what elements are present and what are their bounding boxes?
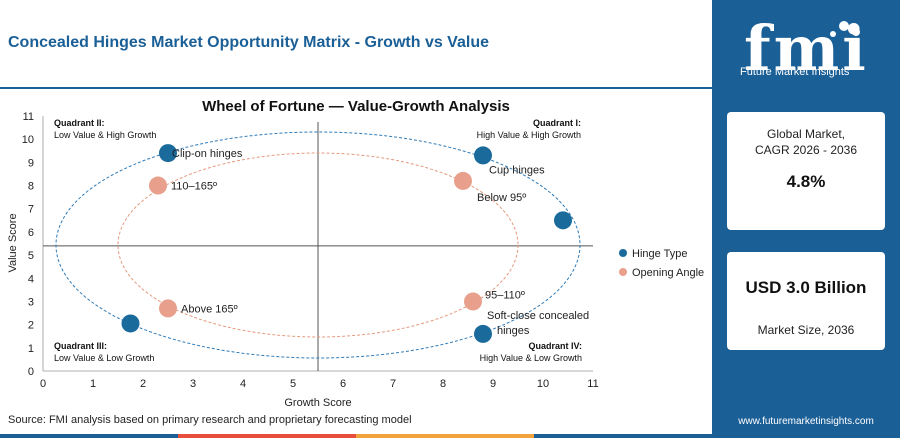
cagr-value: 4.8%: [786, 172, 826, 191]
market-size-card: USD 3.0 Billion Market Size, 2036: [727, 252, 885, 350]
fmi-logo: fmi: [744, 12, 866, 84]
x-tick-label: 8: [440, 378, 446, 390]
y-tick-label: 5: [28, 250, 34, 262]
cagr-card: Global Market, CAGR 2026 - 2036 4.8%: [727, 112, 885, 230]
x-tick-label: 10: [537, 378, 549, 390]
x-tick-label: 3: [190, 378, 196, 390]
hinge-type-point: [121, 314, 140, 333]
quadrant-2-desc: Low Value & High Growth: [54, 130, 156, 140]
hinge-type-point: [159, 144, 177, 163]
quadrant-1-desc: High Value & High Growth: [477, 130, 581, 140]
x-tick-label: 5: [290, 378, 296, 390]
source-note: Source: FMI analysis based on primary re…: [8, 414, 412, 426]
y-tick-label: 9: [28, 157, 34, 169]
quadrant-3-name: Quadrant III:: [54, 341, 107, 351]
opportunity-matrix-chart: Wheel of Fortune — Value-Growth Analysis…: [7, 98, 704, 409]
point-label: Above 165º: [181, 303, 238, 315]
x-tick-label: 4: [240, 378, 246, 390]
point-label: Below 95º: [477, 192, 526, 204]
x-tick-label: 11: [587, 378, 598, 390]
logo-dot-2: [852, 28, 860, 36]
chart-title: Wheel of Fortune — Value-Growth Analysis: [202, 98, 510, 115]
cagr-label-line1: Global Market,: [766, 127, 846, 141]
point-label: Cup hinges: [489, 164, 545, 176]
y-tick-label: 7: [28, 204, 34, 216]
legend-marker-opening-angle: [619, 268, 627, 276]
y-tick-label: 3: [28, 296, 34, 308]
logo-dot-1: [839, 21, 849, 31]
x-tick-label: 9: [490, 378, 496, 390]
opening-angle-point: [149, 176, 167, 195]
legend-label-hinge-type: Hinge Type: [632, 248, 687, 260]
market-size-label: Market Size, 2036: [757, 323, 855, 337]
quadrant-1-name: Quadrant I:: [533, 118, 581, 128]
opening-angle-point: [159, 299, 177, 318]
opening-angle-point: [464, 292, 482, 311]
y-tick-label: 4: [28, 273, 34, 285]
website-url: www.futuremarketinsights.com: [738, 416, 874, 427]
x-tick-label: 7: [390, 378, 396, 390]
y-tick-label: 1: [28, 343, 34, 355]
point-label: 110–165º: [171, 181, 217, 193]
y-tick-label: 8: [28, 181, 34, 193]
x-axis-title: Growth Score: [284, 397, 351, 409]
y-tick-label: 2: [28, 320, 34, 332]
y-tick-label: 10: [22, 134, 34, 146]
hinge-type-point: [554, 211, 572, 230]
x-tick-label: 2: [140, 378, 146, 390]
opening-angle-point: [454, 171, 472, 190]
outer-ellipse: [55, 131, 581, 359]
legend-marker-hinge-type: [619, 249, 627, 257]
y-tick-label: 6: [28, 227, 34, 239]
legend-label-opening-angle: Opening Angle: [632, 267, 704, 279]
quadrant-3-desc: Low Value & Low Growth: [54, 353, 154, 363]
quadrant-4-name: Quadrant IV:: [528, 341, 582, 351]
logo-subtitle: Future Market Insights: [740, 66, 850, 78]
point-label: Clip-on hinges: [172, 148, 243, 160]
page-title: Concealed Hinges Market Opportunity Matr…: [8, 34, 489, 51]
y-tick-label: 0: [28, 366, 34, 378]
title-divider: [0, 87, 712, 89]
bottom-color-bar: [0, 434, 712, 438]
point-label: 95–110º: [485, 289, 525, 301]
x-tick-label: 1: [90, 378, 96, 390]
x-tick-label: 0: [40, 378, 46, 390]
logo-dot-3: [830, 31, 836, 37]
point-label: Soft-close concealed hinges: [487, 310, 589, 337]
hinge-type-point: [474, 324, 492, 343]
cagr-label-line2: CAGR 2026 - 2036: [754, 143, 858, 157]
y-axis-title: Value Score: [7, 213, 19, 272]
inner-ellipse: [117, 152, 519, 338]
quadrant-4-desc: High Value & Low Growth: [480, 353, 582, 363]
y-tick-label: 11: [23, 111, 34, 123]
hinge-type-point: [474, 146, 492, 165]
market-size-value: USD 3.0 Billion: [745, 278, 867, 297]
x-tick-label: 6: [340, 378, 346, 390]
quadrant-2-name: Quadrant II:: [54, 118, 105, 128]
